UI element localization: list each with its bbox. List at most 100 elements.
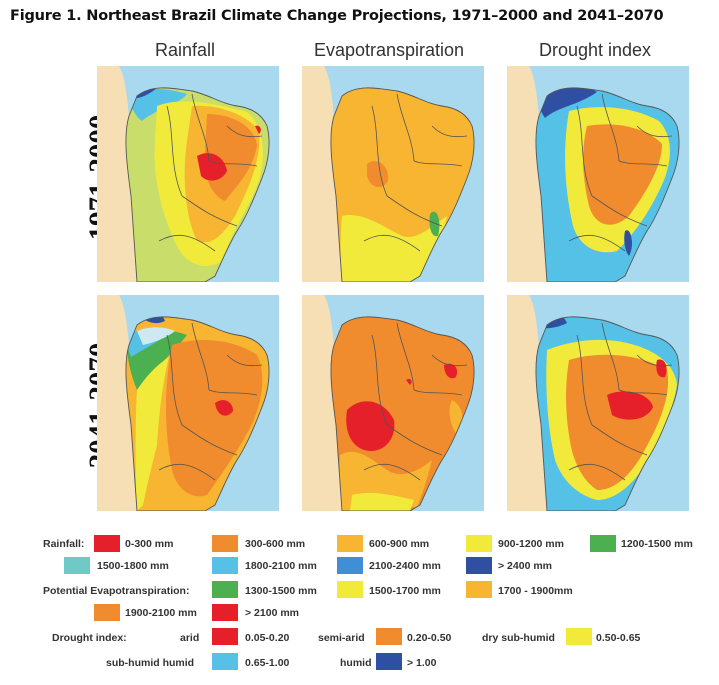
legend-label-drought-0: 0.05-0.20	[245, 632, 290, 644]
state-border	[413, 389, 463, 396]
legend-swatch-et-0	[212, 581, 238, 598]
zone-dark-blue	[536, 87, 597, 118]
legend-swatch-rainfall-7	[337, 557, 363, 574]
state-border	[166, 334, 183, 426]
legend-swatch-et-1	[337, 581, 363, 598]
state-border	[191, 322, 210, 391]
map-svg	[507, 295, 689, 511]
zone-yellow	[340, 215, 447, 282]
map-svg	[302, 295, 484, 511]
zone-light-blue	[129, 89, 187, 121]
legend-label-rainfall-4: 1200-1500 mm	[621, 538, 693, 550]
state-border	[431, 354, 468, 367]
state-border	[181, 195, 238, 227]
state-border	[158, 234, 216, 252]
legend-swatch-rainfall-8	[466, 557, 492, 574]
legend-swatch-rainfall-3	[466, 535, 492, 552]
zone-red	[346, 401, 395, 451]
legend-swatch-rainfall-1	[212, 535, 238, 552]
zone-red	[607, 391, 653, 420]
state-border	[591, 424, 648, 456]
legend-label-rainfall-0: 0-300 mm	[125, 538, 174, 550]
legend-swatch-rainfall-5	[64, 557, 90, 574]
legend-class-drought-1: semi-arid	[318, 632, 365, 644]
legend-swatch-et-4	[212, 604, 238, 621]
outside-land-area	[507, 66, 547, 282]
legend-label-rainfall-5: 1500-1800 mm	[97, 560, 169, 572]
legend-swatch-rainfall-6	[212, 557, 238, 574]
map-rainfall-2041-2070	[97, 295, 279, 511]
legend-label-rainfall-3: 900-1200 mm	[498, 538, 564, 550]
legend-label-rainfall-2: 600-900 mm	[369, 538, 430, 550]
legend-swatch-drought-4	[376, 653, 402, 670]
state-border	[431, 125, 468, 138]
legend-label-et-0: 1300-1500 mm	[245, 585, 317, 597]
map-svg	[97, 295, 279, 511]
zone-orange	[566, 354, 669, 490]
zone-red	[197, 153, 227, 181]
map-drought-index-1971-2000	[507, 66, 689, 282]
state-border	[576, 334, 593, 426]
region-zones	[330, 316, 475, 511]
zone-red	[406, 378, 412, 385]
outside-land-area	[507, 295, 547, 511]
region-outline	[330, 316, 475, 511]
state-border	[396, 322, 415, 391]
map-drought-index-2041-2070	[507, 295, 689, 511]
state-border	[386, 424, 443, 456]
column-header-rainfall: Rainfall	[154, 40, 216, 60]
region-zones	[535, 87, 680, 282]
legend-label-rainfall-1: 300-600 mm	[245, 538, 306, 550]
legend-swatch-rainfall-4	[590, 535, 616, 552]
map-svg	[302, 66, 484, 282]
zone-pale-blue	[137, 327, 175, 345]
legend-swatch-drought-3	[212, 653, 238, 670]
state-border	[636, 354, 673, 367]
legend-label-et-4: > 2100 mm	[245, 607, 299, 619]
map-svg	[507, 66, 689, 282]
map-evapotranspiration-2041-2070	[302, 295, 484, 511]
zone-dark-blue	[624, 230, 632, 256]
zone-red	[444, 363, 458, 379]
state-border	[226, 354, 263, 367]
region-zones	[535, 316, 680, 511]
map-svg	[97, 66, 279, 282]
state-border	[636, 125, 673, 138]
region-outline	[330, 87, 475, 282]
state-border	[371, 334, 388, 426]
zone-yellow	[350, 492, 414, 511]
legend-heading-drought: Drought index:	[52, 632, 127, 644]
region-outline	[125, 316, 270, 511]
state-border	[371, 105, 388, 197]
legend-class-drought-3: sub-humid humid	[106, 657, 195, 669]
column-header-drought-index: Drought index	[538, 40, 652, 60]
legend-swatch-et-2	[466, 581, 492, 598]
legend-heading-evapotranspiration: Potential Evapotranspiration:	[43, 585, 190, 597]
map-rainfall-1971-2000	[97, 66, 279, 282]
region-outline	[125, 87, 270, 282]
state-border	[226, 125, 263, 138]
state-border	[413, 160, 463, 167]
state-border	[363, 463, 421, 481]
legend-swatch-rainfall-2	[337, 535, 363, 552]
outside-land-area	[97, 295, 137, 511]
state-border	[166, 105, 183, 197]
legend-class-drought-0: arid	[180, 632, 200, 644]
state-border	[363, 234, 421, 252]
legend-swatch-rainfall-0	[94, 535, 120, 552]
state-border	[618, 389, 668, 396]
legend-swatch-drought-0	[212, 628, 238, 645]
region-zones	[125, 316, 270, 511]
figure-title: Figure 1. Northeast Brazil Climate Chang…	[10, 8, 664, 24]
region-zones	[125, 87, 270, 282]
outside-land-area	[302, 295, 342, 511]
state-border	[396, 93, 415, 162]
state-border	[191, 93, 210, 162]
state-border	[618, 160, 668, 167]
legend-label-drought-1: 0.20-0.50	[407, 632, 452, 644]
map-evapotranspiration-1971-2000	[302, 66, 484, 282]
state-border	[158, 463, 216, 481]
zone-orange	[583, 124, 662, 225]
state-border	[601, 93, 620, 162]
state-border	[601, 322, 620, 391]
